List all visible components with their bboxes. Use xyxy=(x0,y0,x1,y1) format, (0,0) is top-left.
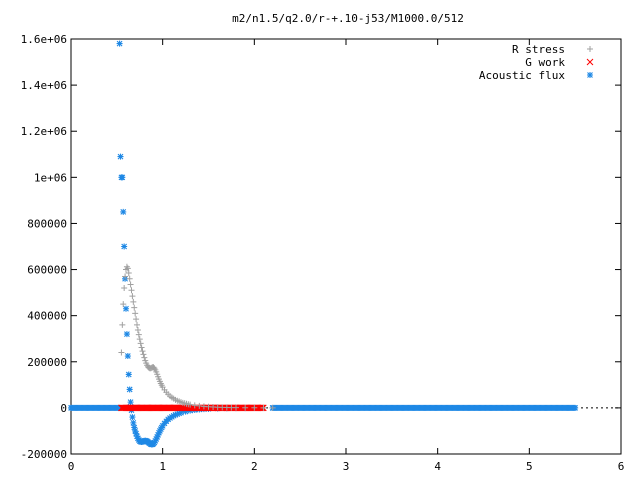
data-point-plus xyxy=(154,371,161,378)
data-point-plus xyxy=(233,404,239,411)
data-point-star xyxy=(154,433,161,440)
data-point-plus xyxy=(251,404,258,411)
data-point-plus xyxy=(131,304,138,311)
data-point-plus xyxy=(242,404,249,411)
data-point-star xyxy=(182,408,189,415)
data-point-star xyxy=(176,410,183,417)
data-point-plus xyxy=(132,310,139,317)
data-point-star xyxy=(587,72,593,78)
data-point-plus xyxy=(140,351,147,358)
data-point-star xyxy=(129,414,136,421)
data-point-star xyxy=(156,429,162,436)
data-point-plus xyxy=(138,344,145,351)
data-point-star xyxy=(153,436,160,443)
x-tick-label: 0 xyxy=(68,460,75,473)
data-point-star xyxy=(120,208,127,215)
data-point-plus xyxy=(269,404,276,411)
y-tick-label: -200000 xyxy=(21,448,67,461)
data-point-plus xyxy=(122,273,129,280)
data-point-star xyxy=(119,174,126,181)
data-point-plus xyxy=(121,285,128,291)
series-r-stress xyxy=(118,263,276,411)
data-point-star xyxy=(156,427,163,434)
legend-marker xyxy=(586,58,594,66)
data-point-cross xyxy=(586,58,594,66)
data-point-plus xyxy=(135,331,142,338)
y-tick-label: 800000 xyxy=(27,217,67,230)
data-point-star xyxy=(572,404,579,411)
data-point-star xyxy=(116,404,123,411)
data-point-star xyxy=(133,430,140,437)
data-point-star xyxy=(174,411,181,418)
y-tick-label: 1.2e+06 xyxy=(21,125,67,138)
data-point-plus xyxy=(119,321,126,328)
y-tick-label: 1.6e+06 xyxy=(21,33,67,46)
y-tick-label: 1.4e+06 xyxy=(21,79,67,92)
data-point-plus xyxy=(126,275,133,282)
data-point-plus xyxy=(128,287,135,294)
legend-label: G work xyxy=(525,56,565,69)
data-point-plus xyxy=(118,349,125,356)
data-point-plus xyxy=(191,402,198,409)
data-point-star xyxy=(116,40,123,47)
data-point-plus xyxy=(133,316,140,323)
y-tick-label: 600000 xyxy=(27,264,67,277)
legend-marker xyxy=(587,46,593,52)
data-point-plus xyxy=(141,354,148,361)
series-layer xyxy=(68,40,579,448)
y-tick-label: 400000 xyxy=(27,310,67,323)
data-point-plus xyxy=(129,293,136,300)
data-point-plus xyxy=(142,357,149,364)
data-point-star xyxy=(117,153,124,160)
x-tick-label: 6 xyxy=(618,460,625,473)
x-tick-label: 5 xyxy=(526,460,533,473)
x-tick-label: 4 xyxy=(434,460,441,473)
data-point-plus xyxy=(587,46,593,52)
data-point-plus xyxy=(260,404,267,411)
chart-title: m2/n1.5/q2.0/r-+.10-j53/M1000.0/512 xyxy=(232,12,464,25)
x-tick-label: 3 xyxy=(343,460,350,473)
plot-frame xyxy=(70,38,622,455)
data-point-star xyxy=(131,424,138,431)
data-point-star xyxy=(130,419,137,426)
legend-marker xyxy=(587,72,593,78)
data-point-plus xyxy=(130,298,137,305)
data-point-star xyxy=(152,437,159,444)
data-point-star xyxy=(126,386,133,393)
data-point-plus xyxy=(134,321,140,328)
y-tick-label: 200000 xyxy=(27,356,67,369)
legend-label: R stress xyxy=(512,43,565,56)
data-point-plus xyxy=(139,348,146,355)
x-tick-label: 1 xyxy=(159,460,166,473)
data-point-plus xyxy=(127,281,134,288)
data-point-plus xyxy=(120,301,127,308)
data-point-plus xyxy=(137,340,144,347)
y-tick-label: 1e+06 xyxy=(34,171,67,184)
x-tick-label: 2 xyxy=(251,460,258,473)
series-acoustic-flux xyxy=(68,40,579,448)
data-point-star xyxy=(155,431,162,438)
y-tick-label: 0 xyxy=(60,402,67,415)
data-point-star xyxy=(125,371,132,378)
data-point-star xyxy=(170,412,177,419)
data-point-plus xyxy=(134,326,141,333)
data-point-star xyxy=(134,433,140,440)
data-point-star xyxy=(132,427,139,434)
data-point-plus xyxy=(125,270,132,277)
data-point-plus xyxy=(136,336,143,343)
data-point-plus xyxy=(124,265,131,272)
data-point-star xyxy=(124,353,131,360)
data-point-star xyxy=(172,411,179,418)
data-point-plus xyxy=(187,401,194,408)
data-point-star xyxy=(123,305,129,312)
data-point-star xyxy=(121,243,128,250)
axis-ticks: -20000002000004000006000008000001e+061.2… xyxy=(21,33,625,473)
data-point-star xyxy=(123,331,130,338)
data-point-star xyxy=(127,399,134,406)
data-point-star xyxy=(178,409,184,416)
legend-label: Acoustic flux xyxy=(479,69,565,82)
